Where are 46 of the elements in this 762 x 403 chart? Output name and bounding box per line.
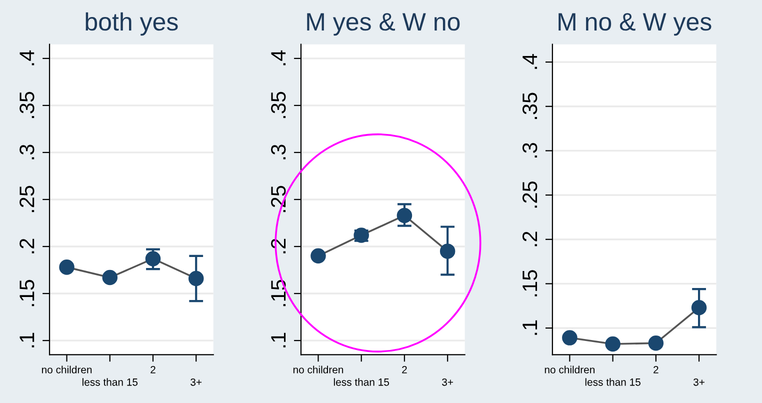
point <box>188 270 204 286</box>
y-tick-label: .15 <box>522 270 538 296</box>
y-tick-label: .2 <box>271 238 286 254</box>
point <box>145 251 161 266</box>
chart-title: M yes & W no <box>307 13 460 36</box>
point <box>605 336 620 352</box>
chart-title: both yes <box>86 12 178 36</box>
x-tick-label: 3+ <box>190 378 202 386</box>
y-tick-label: .3 <box>20 144 34 160</box>
y-tick-label: .35 <box>522 92 538 119</box>
y-tick-label: .1 <box>20 332 34 348</box>
chart-title: M no & W yes <box>558 13 712 36</box>
x-tick-label: less than 15 <box>334 378 389 386</box>
y-tick-label: .35 <box>271 92 286 118</box>
point <box>648 335 664 351</box>
x-tick-label: less than 15 <box>82 378 138 386</box>
x-tick-label: less than 15 <box>585 378 640 386</box>
y-tick-label: .3 <box>271 144 286 160</box>
y-tick-label: .15 <box>20 280 34 306</box>
y-tick-label: .3 <box>522 142 538 158</box>
point <box>691 300 707 316</box>
y-tick-label: .4 <box>20 50 34 66</box>
point <box>310 248 326 264</box>
x-tick-label: no children <box>293 366 344 374</box>
y-tick-label: .4 <box>522 54 538 69</box>
point <box>440 244 456 259</box>
y-tick-label: .1 <box>271 332 286 348</box>
point <box>562 330 578 346</box>
x-tick-label: no children <box>544 366 594 374</box>
y-tick-label: .35 <box>20 92 34 118</box>
x-tick-label: 3+ <box>442 378 453 386</box>
point <box>59 260 74 275</box>
x-tick-label: 2 <box>402 366 407 374</box>
y-tick-label: .1 <box>522 320 538 335</box>
y-tick-label: .4 <box>271 50 286 66</box>
y-tick-label: .2 <box>522 232 538 246</box>
point <box>396 208 412 224</box>
y-tick-label: .25 <box>271 186 286 212</box>
y-tick-label: .2 <box>20 238 34 254</box>
x-tick-label: no children <box>42 366 92 374</box>
x-tick-label: 3+ <box>693 378 704 386</box>
point <box>102 270 118 286</box>
x-tick-label: 2 <box>654 366 658 374</box>
y-tick-label: .25 <box>20 186 34 212</box>
x-tick-label: 2 <box>150 366 156 374</box>
y-tick-label: .25 <box>522 181 538 208</box>
